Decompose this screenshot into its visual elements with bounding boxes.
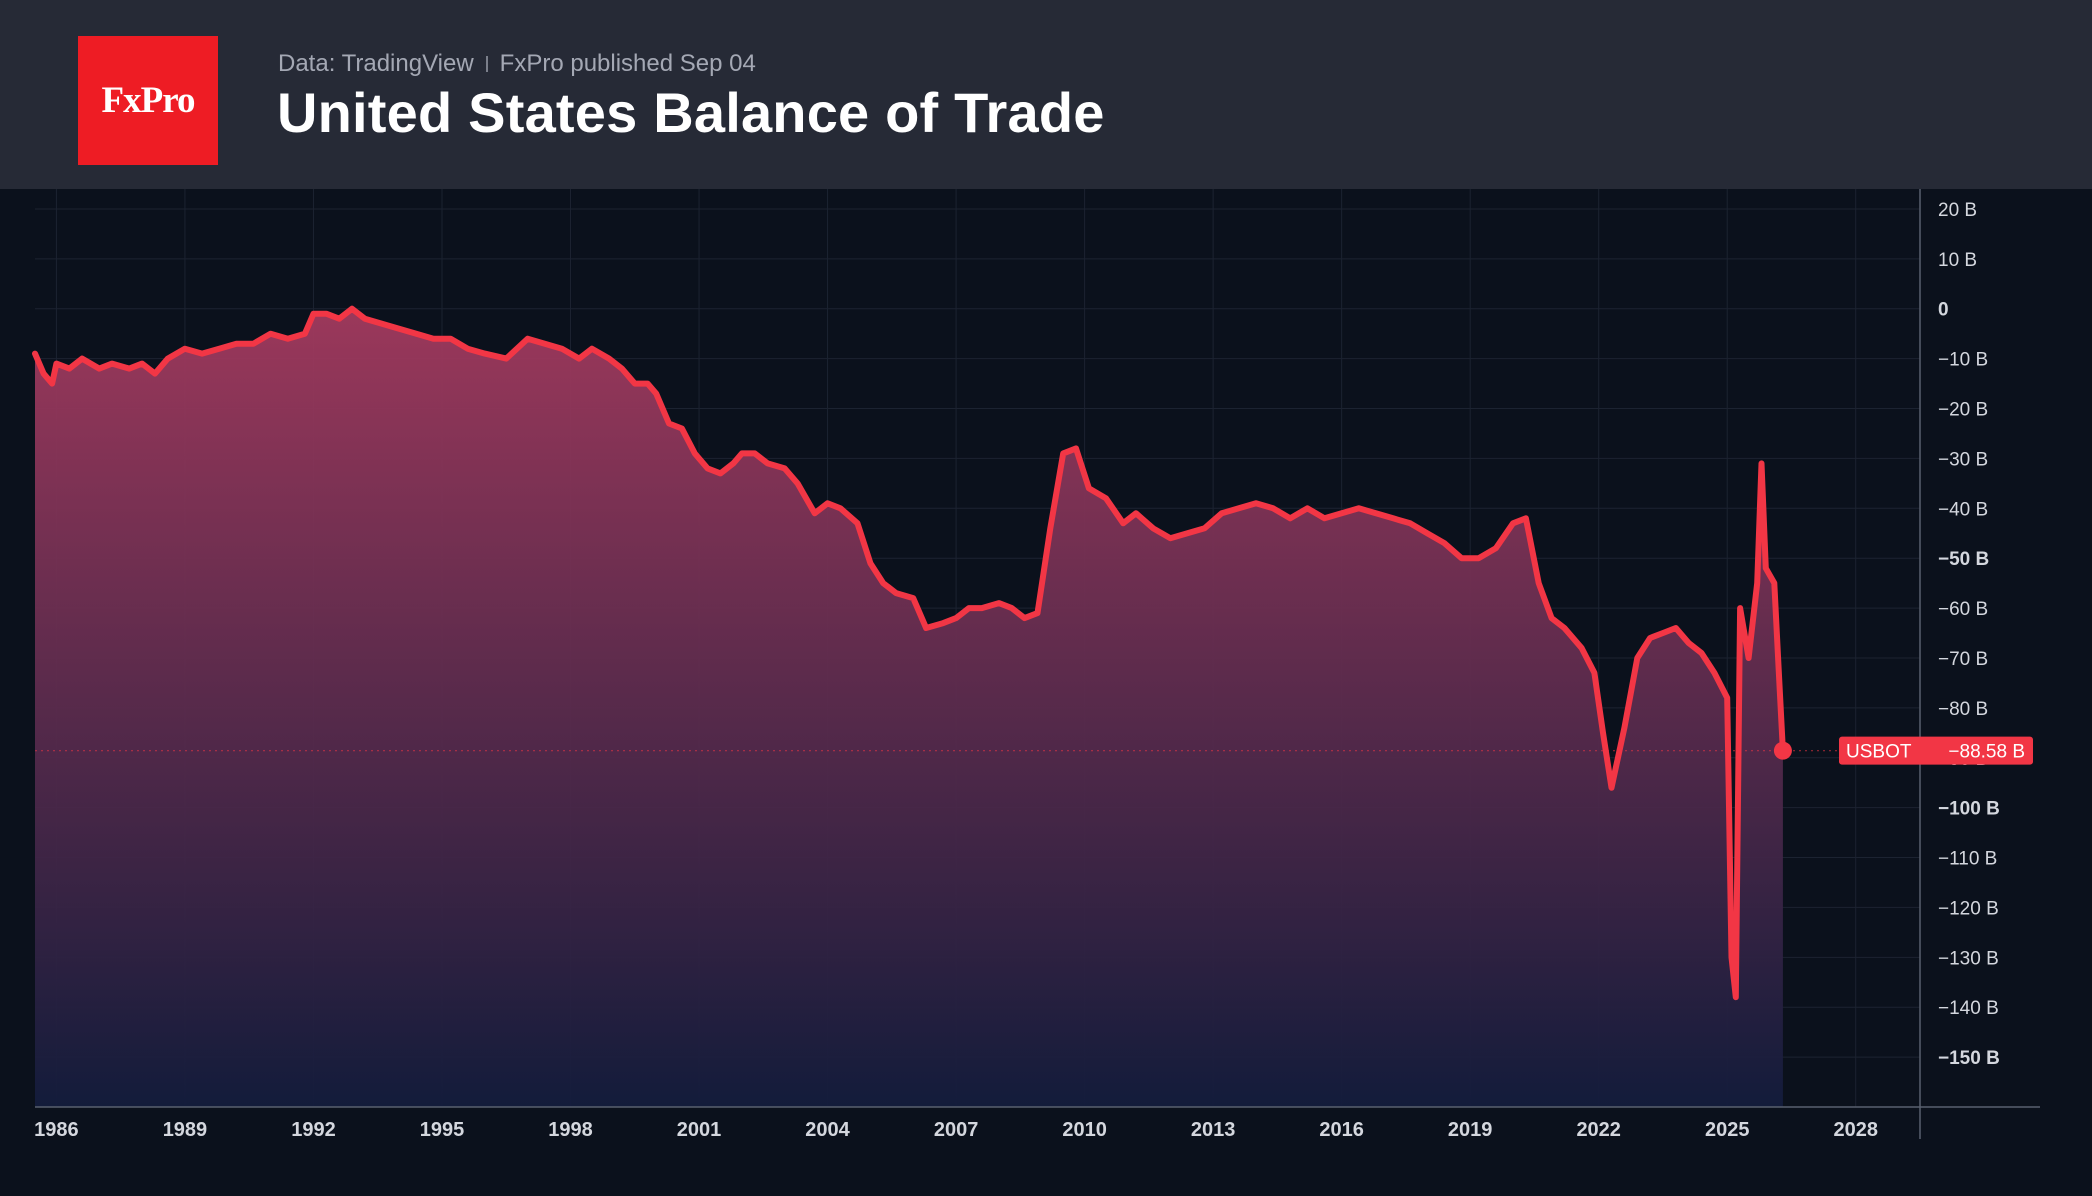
x-tick-label: 2019 bbox=[1448, 1119, 1493, 1141]
y-axis: 20 B 10 B 0 −10 B −20 B −30 B −40 B −50 B −60 B −… bbox=[1919, 189, 2000, 1139]
x-tick-label: 1995 bbox=[420, 1119, 465, 1141]
x-tick-label: 2010 bbox=[1062, 1119, 1107, 1141]
chart-title: United States Balance of Trade bbox=[277, 81, 1105, 144]
y-tick-label: −100 B bbox=[1938, 799, 2000, 820]
x-axis: 1986 1989 1992 1995 1998 2001 2004 2007 2010 2013… bbox=[34, 1106, 2040, 1141]
published-date: FxPro published Sep 04 bbox=[499, 50, 756, 77]
separator bbox=[485, 56, 488, 72]
y-tick-label: 20 B bbox=[1938, 200, 1977, 221]
last-value-tag-value: −88.58 B bbox=[1948, 742, 2025, 763]
last-value-tag-bg bbox=[1839, 736, 2033, 765]
x-tick-label: 1998 bbox=[548, 1119, 593, 1141]
x-tick-label: 2028 bbox=[1833, 1119, 1878, 1141]
y-tick-label: −60 B bbox=[1938, 599, 1988, 620]
last-value-marker bbox=[1773, 741, 1792, 760]
x-tick-label: 1986 bbox=[34, 1119, 79, 1141]
y-tick-label: −140 B bbox=[1938, 998, 1999, 1019]
y-tick-label: −50 B bbox=[1938, 549, 1989, 570]
area-fill bbox=[35, 308, 1783, 1107]
last-value-tag-name: USBOT bbox=[1846, 742, 1912, 763]
y-tick-label: −20 B bbox=[1938, 400, 1988, 421]
y-tick-label: −10 B bbox=[1938, 350, 1988, 371]
y-tick-label: 0 bbox=[1938, 300, 1949, 321]
series-line-usbot bbox=[32, 305, 1786, 1001]
x-tick-label: 2007 bbox=[934, 1119, 979, 1141]
y-tick-label: −130 B bbox=[1938, 948, 1999, 969]
x-tick-label: 1992 bbox=[291, 1119, 336, 1141]
x-tick-label: 2025 bbox=[1705, 1119, 1750, 1141]
y-tick-label: −40 B bbox=[1938, 499, 1988, 520]
y-tick-label: −120 B bbox=[1938, 898, 1999, 919]
y-tick-label: −150 B bbox=[1938, 1048, 2000, 1069]
x-tick-label: 2001 bbox=[677, 1119, 722, 1141]
source-line: Data: TradingView FxPro published Sep 04 bbox=[278, 48, 756, 80]
y-tick-label: 10 B bbox=[1938, 250, 1977, 271]
x-tick-label: 2016 bbox=[1319, 1119, 1364, 1141]
data-source: Data: TradingView bbox=[278, 50, 474, 77]
logo-text: FxPro bbox=[101, 80, 196, 121]
x-tick-label: 1989 bbox=[163, 1119, 208, 1141]
x-tick-label: 2022 bbox=[1576, 1119, 1621, 1141]
trade-balance-chart: 20 B 10 B 0 −10 B −20 B −30 B −40 B −50 B −60 B −… bbox=[32, 189, 2040, 1141]
last-value-tag: USBOT −88.58 B bbox=[1839, 736, 2033, 765]
y-tick-label: −30 B bbox=[1938, 449, 1988, 470]
x-tick-label: 2013 bbox=[1191, 1119, 1236, 1141]
y-tick-label: −80 B bbox=[1938, 699, 1988, 720]
header-bar: FxPro Data: TradingView FxPro published … bbox=[0, 0, 2092, 189]
y-tick-label: −110 B bbox=[1938, 849, 1997, 870]
fxpro-logo: FxPro bbox=[78, 36, 218, 165]
x-tick-label: 2004 bbox=[805, 1119, 850, 1141]
y-tick-label: −70 B bbox=[1938, 649, 1988, 670]
